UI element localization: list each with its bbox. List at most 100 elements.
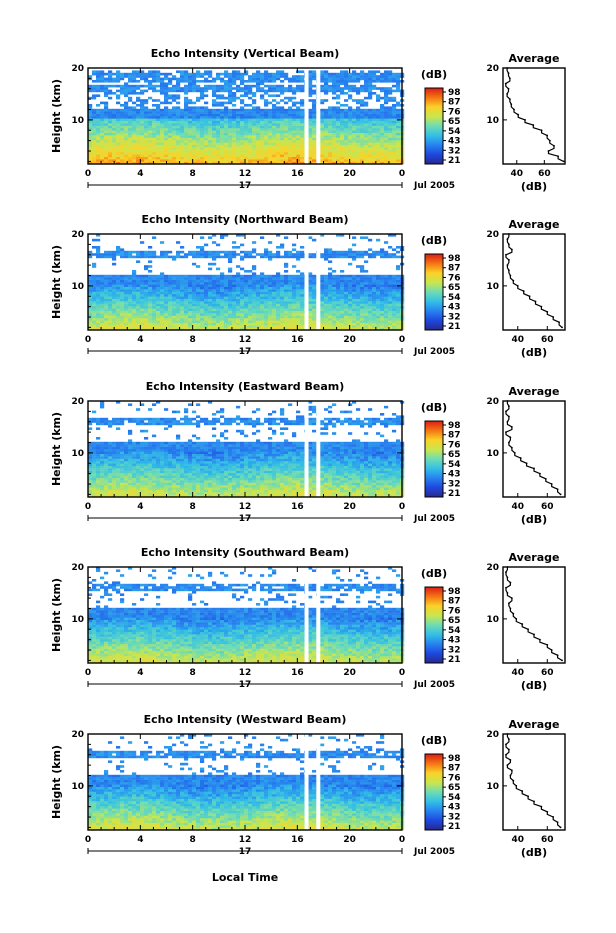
- heatmap-cell: [368, 323, 372, 326]
- heatmap-cell: [172, 87, 176, 90]
- heatmap-cell: [380, 282, 384, 285]
- heatmap-cell: [144, 142, 148, 145]
- heatmap-cell: [260, 277, 264, 280]
- heatmap-cell: [160, 133, 164, 136]
- heatmap-cell: [212, 150, 216, 153]
- heatmap-cell: [324, 251, 328, 254]
- heatmap-cell: [172, 308, 176, 311]
- heatmap-cell: [284, 147, 288, 150]
- heatmap-cell: [368, 145, 372, 148]
- heatmap-cell: [212, 289, 216, 292]
- heatmap-cell: [256, 123, 260, 126]
- heatmap-cell: [228, 323, 232, 326]
- heatmap-cell: [240, 301, 244, 304]
- heatmap-cell: [136, 253, 140, 256]
- heatmap-cell: [152, 280, 156, 283]
- heatmap-cell: [104, 140, 108, 143]
- heatmap-cell: [232, 287, 236, 290]
- heatmap-cell: [216, 128, 220, 131]
- heatmap-cell: [396, 87, 400, 90]
- heatmap-cell: [144, 154, 148, 157]
- heatmap-cell: [104, 289, 108, 292]
- heatmap-cell: [132, 78, 136, 81]
- heatmap-cell: [116, 147, 120, 150]
- heatmap-cell: [208, 157, 212, 160]
- heatmap-cell: [228, 92, 232, 95]
- heatmap-cell: [344, 87, 348, 90]
- heatmap-cell: [144, 78, 148, 81]
- heatmap-cell: [388, 306, 392, 309]
- heatmap-cell: [328, 114, 332, 117]
- heatmap-cell: [324, 277, 328, 280]
- heatmap-cell: [392, 248, 396, 251]
- heatmap-cell: [216, 116, 220, 119]
- heatmap-cell: [128, 253, 132, 256]
- heatmap-cell: [308, 152, 312, 155]
- heatmap-cell: [392, 292, 396, 295]
- heatmap-cell: [296, 78, 300, 81]
- heatmap-cell: [224, 301, 228, 304]
- heatmap-cell: [252, 130, 256, 133]
- heatmap-cell: [352, 78, 356, 81]
- heatmap-cell: [184, 138, 188, 141]
- heatmap-cell: [164, 152, 168, 155]
- heatmap-cell: [124, 299, 128, 302]
- heatmap-cell: [364, 157, 368, 160]
- heatmap-cell: [96, 90, 100, 93]
- heatmap-cell: [276, 128, 280, 131]
- heatmap-cell: [396, 159, 400, 162]
- heatmap-cell: [260, 80, 264, 83]
- heatmap-cell: [276, 106, 280, 109]
- heatmap-cell: [240, 258, 244, 261]
- heatmap-cell: [300, 282, 304, 285]
- heatmap-cell: [396, 138, 400, 141]
- heatmap-cell: [108, 325, 112, 328]
- heatmap-cell: [288, 308, 292, 311]
- heatmap-cell: [140, 313, 144, 316]
- heatmap-cell: [348, 311, 352, 314]
- heatmap-cell: [364, 97, 368, 100]
- heatmap-cell: [312, 116, 316, 119]
- heatmap-cell: [236, 313, 240, 316]
- heatmap-cell: [384, 78, 388, 81]
- heatmap-cell: [168, 282, 172, 285]
- heatmap-cell: [384, 75, 388, 78]
- heatmap-cell: [192, 109, 196, 112]
- heatmap-cell: [132, 323, 136, 326]
- heatmap-cell: [248, 251, 252, 254]
- heatmap-cell: [360, 73, 364, 76]
- heatmap-cell: [296, 106, 300, 109]
- heatmap-cell: [312, 159, 316, 162]
- heatmap-cell: [376, 289, 380, 292]
- heatmap-cell: [396, 294, 400, 297]
- heatmap-cell: [120, 138, 124, 141]
- heatmap-cell: [368, 111, 372, 114]
- heatmap-cell: [240, 304, 244, 307]
- heatmap-cell: [220, 325, 224, 328]
- heatmap-cell: [112, 311, 116, 314]
- heatmap-cell: [356, 75, 360, 78]
- heatmap-cell: [152, 277, 156, 280]
- heatmap-cell: [248, 118, 252, 121]
- heatmap-cell: [164, 87, 168, 90]
- heatmap-cell: [320, 277, 324, 280]
- heatmap-cell: [332, 138, 336, 141]
- heatmap-cell: [360, 325, 364, 328]
- heatmap-cell: [172, 85, 176, 88]
- heatmap-cell: [340, 284, 344, 287]
- heatmap-cell: [240, 102, 244, 105]
- heatmap-cell: [248, 142, 252, 145]
- heatmap-cell: [240, 121, 244, 124]
- heatmap-cell: [332, 325, 336, 328]
- heatmap-cell: [248, 159, 252, 162]
- heatmap-cell: [356, 296, 360, 299]
- heatmap-cell: [172, 150, 176, 153]
- heatmap-cell: [180, 311, 184, 314]
- heatmap-cell: [192, 256, 196, 259]
- heatmap-cell: [164, 147, 168, 150]
- heatmap-cell: [360, 116, 364, 119]
- heatmap-cell: [200, 306, 204, 309]
- heatmap-cell: [116, 109, 120, 112]
- heatmap-cell: [148, 128, 152, 131]
- heatmap-cell: [196, 294, 200, 297]
